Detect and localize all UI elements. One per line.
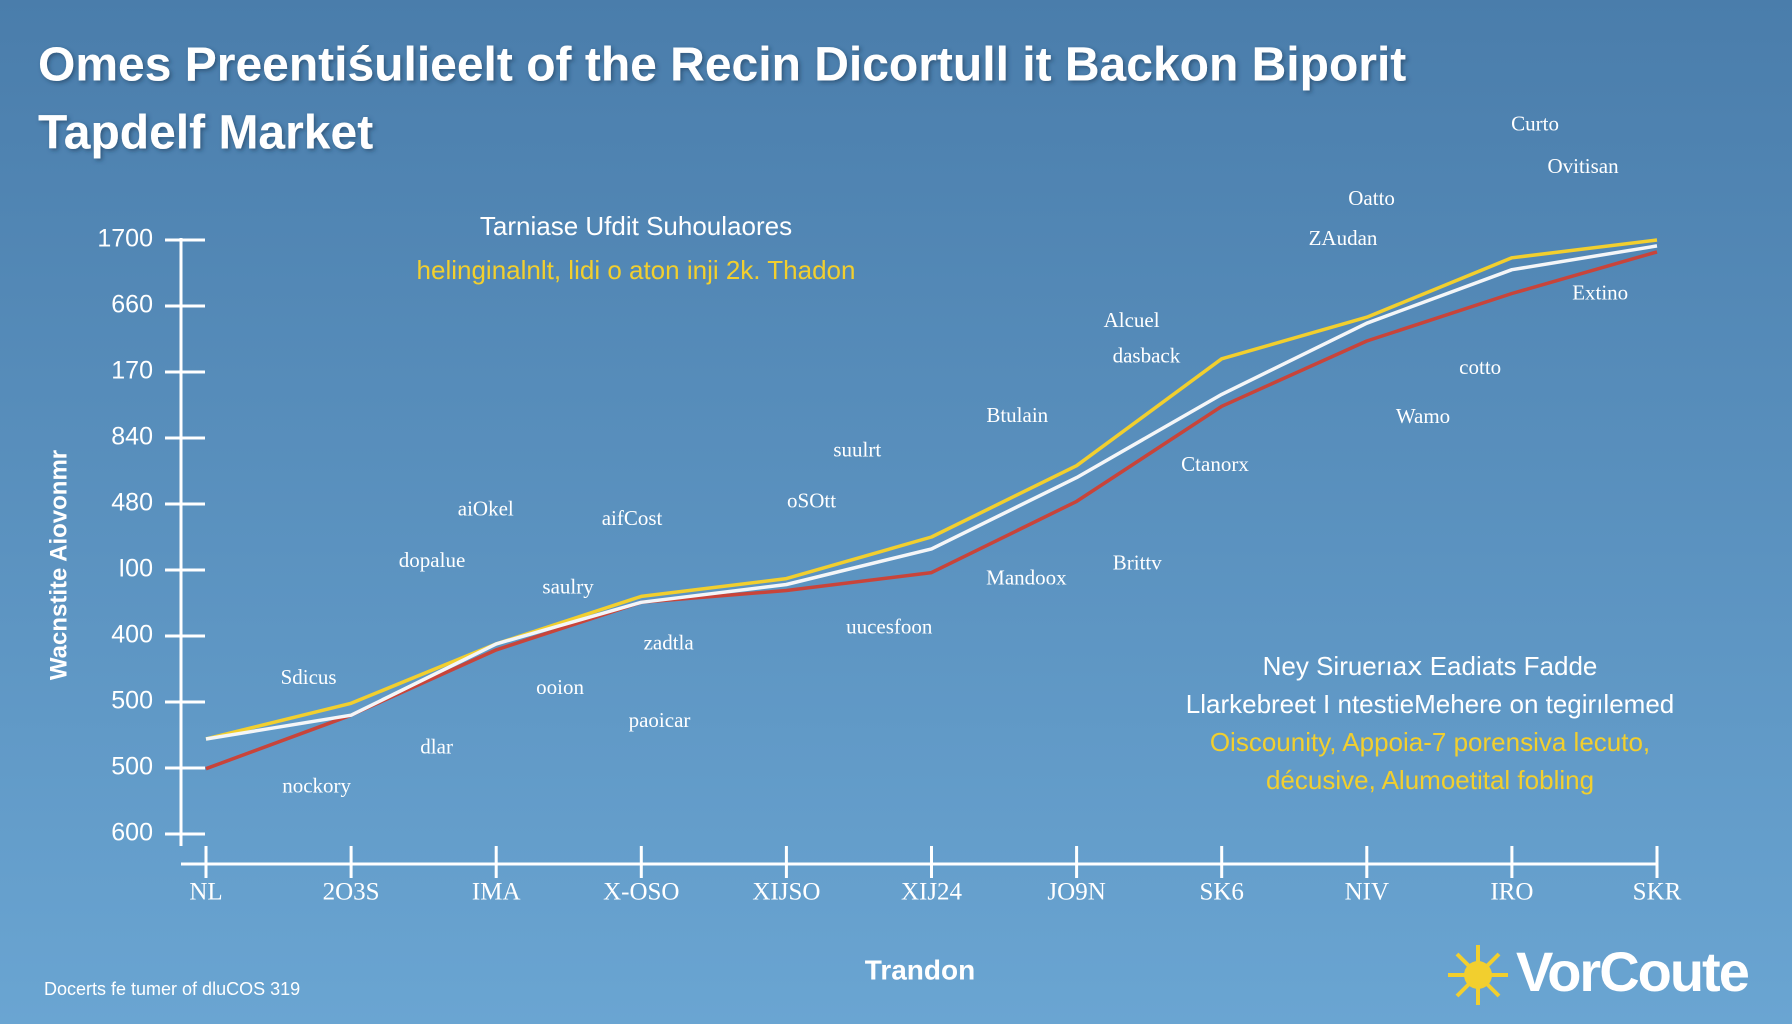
y-tick-label: 500 xyxy=(111,687,153,715)
y-tick-label: 660 xyxy=(111,291,153,319)
y-tick-label: 170 xyxy=(111,357,153,385)
x-tick-label: XIJ24 xyxy=(901,879,963,906)
annotation: Mandoox xyxy=(986,565,1067,589)
y-axis-label: Wacnstite Aiovonmr xyxy=(45,450,72,680)
annotation: dasback xyxy=(1113,344,1181,368)
annotation: saulry xyxy=(542,574,594,598)
annotation: aiOkel xyxy=(458,497,514,521)
annotation: cotto xyxy=(1459,355,1501,379)
annotation: dopalue xyxy=(399,548,465,572)
annotation: zadtla xyxy=(644,630,695,654)
series-line xyxy=(205,238,1658,741)
y-tick-label: 500 xyxy=(111,753,153,781)
logo-icon xyxy=(1448,945,1508,1005)
annotation: dlar xyxy=(420,734,453,758)
x-tick-label: NL xyxy=(189,879,222,906)
footer: Docerts fe tumer of dluCOS 319 xyxy=(44,979,300,999)
logo: VorCoute xyxy=(1516,940,1749,1003)
x-axis-label: Trandon xyxy=(865,954,975,985)
annotation: Ovitisan xyxy=(1547,154,1619,178)
annotation: uucesfoon xyxy=(846,614,933,638)
y-tick-label: 400 xyxy=(111,621,153,649)
annotation: Sdicus xyxy=(281,665,337,689)
annotation: aifCost xyxy=(602,506,663,530)
x-tick-label: X-OSO xyxy=(603,879,679,906)
annotation: Btulain xyxy=(986,403,1048,427)
annotation: Extino xyxy=(1572,281,1628,305)
series-line xyxy=(205,250,1658,771)
x-tick-label: JO9N xyxy=(1047,879,1105,906)
annotation: ooion xyxy=(536,675,584,699)
annotation: ZAudan xyxy=(1309,226,1378,250)
note: décusive, Alumoetital fobling xyxy=(1266,765,1594,795)
y-tick-label: 480 xyxy=(111,489,153,517)
annotation: Ctanorx xyxy=(1181,452,1249,476)
annotation: Alcuel xyxy=(1104,308,1160,332)
y-tick-label: 840 xyxy=(111,423,153,451)
y-tick-label: I00 xyxy=(118,555,153,583)
x-tick-label: SK6 xyxy=(1199,879,1243,906)
annotation: paoicar xyxy=(629,708,691,732)
annotation: suulrt xyxy=(833,437,881,461)
chart-title: Omes Preentiśulieelt of the Recin Dicort… xyxy=(38,39,1406,92)
x-tick-label: XIJSO xyxy=(752,879,820,906)
note: Llarkebreet I ntestieMehere on tegirılem… xyxy=(1186,689,1675,719)
x-tick-label: IRO xyxy=(1490,879,1533,906)
chart-title: Tapdelf Market xyxy=(38,107,373,160)
annotation: Curto xyxy=(1511,112,1559,136)
note: Ney Siruerıaⅹ Eadiats Fadde xyxy=(1263,651,1598,681)
y-tick-label: 600 xyxy=(111,819,153,847)
subtitle: Tarniase Ufdit Suhoulaores xyxy=(480,211,792,241)
subtitle-note: helinginalnlt, lidi o aton inji 2k. Thad… xyxy=(417,255,856,285)
x-tick-label: SKR xyxy=(1633,879,1682,906)
annotation: Oatto xyxy=(1348,186,1395,210)
x-tick-label: NIV xyxy=(1345,879,1389,906)
y-tick-label: 1700 xyxy=(97,225,153,253)
annotation: Brittv xyxy=(1113,550,1163,574)
annotation: Wamo xyxy=(1396,404,1450,428)
series-line xyxy=(205,244,1658,741)
annotation: oSOtt xyxy=(787,489,836,513)
note: Oiscounity, Appoia-7 porensiva lecuto, xyxy=(1210,727,1650,757)
annotation: nockory xyxy=(282,773,351,797)
x-tick-label: 2O3S xyxy=(323,879,380,906)
x-tick-label: IMA xyxy=(472,879,521,906)
